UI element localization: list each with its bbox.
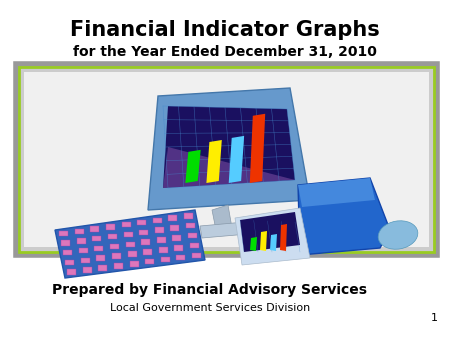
- Bar: [153, 217, 162, 223]
- Polygon shape: [298, 178, 375, 207]
- Bar: [186, 223, 195, 228]
- Bar: [190, 243, 199, 248]
- Bar: [168, 215, 177, 221]
- Bar: [157, 237, 166, 243]
- Polygon shape: [200, 222, 248, 238]
- Bar: [77, 238, 86, 244]
- Polygon shape: [163, 147, 295, 188]
- Bar: [123, 232, 132, 237]
- Bar: [122, 222, 130, 227]
- Bar: [158, 247, 167, 252]
- Bar: [174, 245, 183, 250]
- Polygon shape: [270, 234, 277, 251]
- Bar: [145, 259, 154, 264]
- Bar: [127, 251, 136, 257]
- Text: for the Year Ended December 31, 2010: for the Year Ended December 31, 2010: [73, 45, 377, 59]
- Bar: [170, 225, 179, 231]
- Bar: [99, 265, 108, 270]
- Bar: [68, 269, 76, 274]
- Bar: [139, 230, 148, 235]
- Bar: [24, 72, 428, 247]
- Polygon shape: [240, 212, 300, 252]
- Polygon shape: [260, 231, 267, 251]
- Bar: [90, 226, 99, 232]
- Bar: [75, 228, 84, 234]
- Bar: [110, 244, 119, 249]
- Bar: [94, 246, 104, 251]
- Polygon shape: [185, 150, 201, 183]
- Bar: [19, 67, 433, 252]
- Bar: [61, 240, 70, 246]
- Polygon shape: [250, 237, 257, 251]
- Polygon shape: [207, 140, 222, 183]
- Bar: [126, 241, 135, 247]
- Bar: [108, 234, 117, 239]
- Bar: [172, 235, 181, 241]
- Bar: [83, 267, 92, 272]
- Polygon shape: [163, 106, 295, 188]
- Polygon shape: [250, 114, 265, 183]
- Bar: [65, 260, 74, 265]
- Ellipse shape: [378, 221, 418, 249]
- Bar: [96, 256, 105, 261]
- Polygon shape: [235, 208, 310, 265]
- Bar: [63, 250, 72, 255]
- Text: Prepared by Financial Advisory Services: Prepared by Financial Advisory Services: [53, 283, 368, 297]
- Polygon shape: [212, 205, 232, 230]
- Bar: [137, 220, 146, 225]
- Bar: [59, 231, 68, 236]
- Bar: [92, 236, 101, 241]
- Bar: [112, 254, 121, 259]
- Bar: [188, 233, 197, 238]
- Bar: [106, 224, 115, 230]
- Polygon shape: [148, 88, 310, 210]
- Bar: [130, 261, 139, 266]
- Text: Financial Indicator Graphs: Financial Indicator Graphs: [70, 20, 380, 40]
- Bar: [141, 239, 150, 245]
- Bar: [155, 227, 164, 233]
- Bar: [184, 213, 193, 218]
- Bar: [192, 253, 201, 259]
- Bar: [81, 258, 90, 263]
- Polygon shape: [55, 210, 205, 278]
- Bar: [176, 255, 185, 261]
- Polygon shape: [280, 224, 287, 251]
- Bar: [114, 263, 123, 268]
- Bar: [16, 64, 436, 255]
- Polygon shape: [229, 136, 244, 183]
- Bar: [79, 248, 88, 253]
- Bar: [143, 249, 152, 255]
- Polygon shape: [298, 178, 390, 255]
- Text: Local Government Services Division: Local Government Services Division: [110, 303, 310, 313]
- Text: 1: 1: [431, 313, 438, 323]
- Bar: [161, 257, 170, 262]
